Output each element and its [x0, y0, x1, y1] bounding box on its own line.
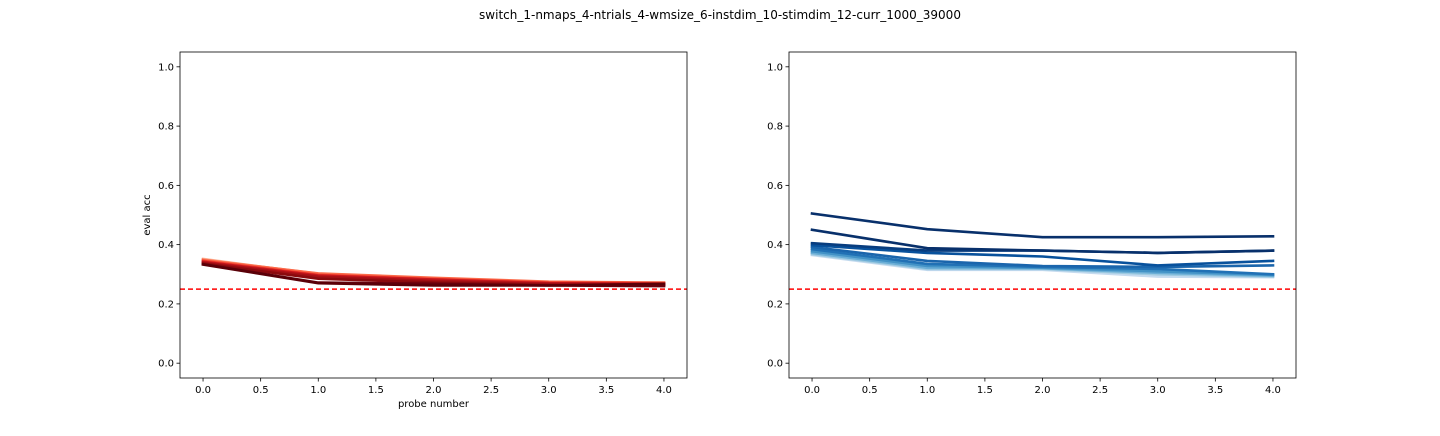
- x-tick-label: 1.0: [310, 385, 326, 396]
- x-tick-label: 0.0: [804, 385, 820, 396]
- x-tick-label: 1.5: [977, 385, 993, 396]
- x-tick-label: 2.0: [1035, 385, 1051, 396]
- y-axis-label: eval acc: [142, 194, 153, 235]
- x-axis-label: probe number: [398, 399, 470, 410]
- y-tick-label: 0.8: [767, 122, 783, 133]
- y-tick-label: 0.8: [158, 122, 174, 133]
- series-line-5: [810, 245, 1275, 269]
- x-tick-label: 3.5: [1207, 385, 1223, 396]
- x-tick-label: 2.0: [426, 385, 442, 396]
- figure-title: switch_1-nmaps_4-ntrials_4-wmsize_6-inst…: [479, 8, 961, 22]
- x-tick-label: 0.0: [195, 385, 211, 396]
- series-line-6: [810, 243, 1275, 267]
- y-tick-label: 0.0: [158, 359, 174, 370]
- series-line-8: [810, 228, 1275, 255]
- x-tick-label: 2.5: [483, 385, 499, 396]
- series-line-9: [201, 263, 666, 287]
- y-tick-label: 0.6: [158, 181, 174, 192]
- x-tick-label: 1.0: [919, 385, 935, 396]
- y-tick-label: 0.2: [767, 299, 783, 310]
- y-tick-label: 0.0: [767, 359, 783, 370]
- y-tick-label: 0.2: [158, 299, 174, 310]
- x-tick-label: 2.5: [1092, 385, 1108, 396]
- x-tick-label: 1.5: [368, 385, 384, 396]
- x-tick-label: 0.5: [862, 385, 878, 396]
- y-tick-label: 0.4: [767, 240, 783, 251]
- x-tick-label: 0.5: [253, 385, 269, 396]
- left-chart-panel: 0.0 0.5 1.0 1.5 2.0 2.5 3.0 3.5 4.0 0.0 0.2 0.4 0.6 0…: [142, 51, 688, 410]
- y-tick-label: 0.6: [767, 181, 783, 192]
- y-tick-label: 1.0: [158, 62, 174, 73]
- x-tick-label: 3.5: [598, 385, 614, 396]
- y-tick-label: 1.0: [767, 62, 783, 73]
- right-chart-panel: 0.0 0.5 1.0 1.5 2.0 2.5 3.0 3.5 4.0 0.0 0.2 0.4 0.6 0…: [767, 51, 1297, 396]
- x-tick-label: 3.0: [541, 385, 557, 396]
- series-line-9: [810, 212, 1275, 239]
- y-tick-label: 0.4: [158, 240, 174, 251]
- x-tick-label: 3.0: [1150, 385, 1166, 396]
- x-tick-label: 4.0: [656, 385, 672, 396]
- x-tick-label: 4.0: [1265, 385, 1281, 396]
